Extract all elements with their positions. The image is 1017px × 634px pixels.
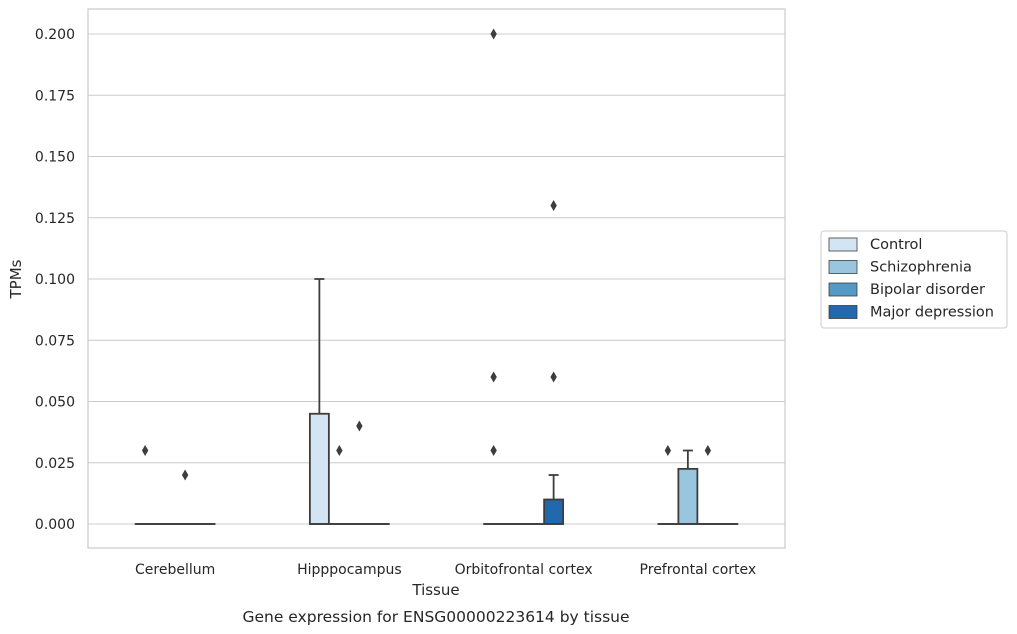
box-0-2 [174, 469, 196, 525]
grid-lines [88, 33, 785, 525]
legend-swatch [828, 260, 858, 274]
box-2-3 [543, 200, 565, 525]
legend-label: Bipolar disorder [870, 282, 985, 298]
outlier-point [490, 371, 497, 383]
legend-frame [820, 230, 1008, 329]
plot-frame [87, 8, 786, 549]
y-tick-label: 0.125 [35, 211, 75, 227]
box-body [308, 412, 330, 525]
x-tick-label: Prefrontal cortex [640, 562, 757, 578]
legend: Control Schizophrenia Bipolar disorder Majo… [820, 230, 1008, 329]
box-3-2 [697, 445, 719, 525]
chart-caption: Gene expression for ENSG00000223614 by t… [242, 608, 629, 626]
y-tick-label: 0.050 [35, 395, 75, 411]
x-tick-label: Hipppocampus [297, 562, 402, 578]
y-axis-ticks: 0.000 0.025 0.050 0.075 0.100 0.125 0.150 0.175… [35, 27, 75, 533]
box-1-0 [308, 278, 330, 525]
outlier-point [181, 469, 189, 481]
outlier-point [550, 371, 557, 383]
box-2-0 [483, 28, 505, 525]
legend-swatch [828, 282, 858, 297]
box-1-1 [328, 445, 350, 525]
box-1-2 [348, 420, 370, 525]
y-tick-label: 0.000 [35, 517, 75, 533]
outlier-point [490, 445, 497, 456]
x-axis-label: Tissue [411, 581, 459, 599]
y-tick-label: 0.075 [35, 333, 75, 349]
box-3-0 [657, 445, 679, 525]
outlier-point [336, 445, 343, 456]
y-tick-label: 0.175 [35, 88, 75, 104]
box-body [543, 498, 565, 525]
y-tick-label: 0.100 [35, 272, 75, 288]
box-3-1 [677, 449, 699, 525]
outlier-point [550, 200, 557, 211]
legend-label: Schizophrenia [870, 260, 972, 276]
legend-swatch [828, 237, 858, 252]
outlier-point [704, 445, 712, 456]
y-tick-label: 0.200 [35, 27, 75, 43]
outlier-point [664, 445, 672, 456]
legend-swatch [828, 305, 858, 319]
outlier-point [490, 28, 497, 40]
y-tick-label: 0.150 [35, 150, 75, 166]
x-tick-label: Cerebellum [135, 562, 215, 578]
box-0-0 [134, 445, 156, 525]
outlier-point [356, 420, 363, 432]
x-tick-label: Orbitofrontal cortex [455, 562, 593, 578]
x-axis-ticks: Cerebellum Hipppocampus Orbitofrontal cort… [135, 562, 756, 578]
boxes-layer [134, 28, 739, 525]
legend-label: Control [870, 237, 922, 253]
y-axis-label: TPMs [7, 259, 25, 299]
outlier-point [141, 445, 149, 456]
legend-label: Major depression [870, 305, 994, 321]
box-body [677, 467, 699, 525]
y-tick-label: 0.025 [35, 456, 75, 472]
